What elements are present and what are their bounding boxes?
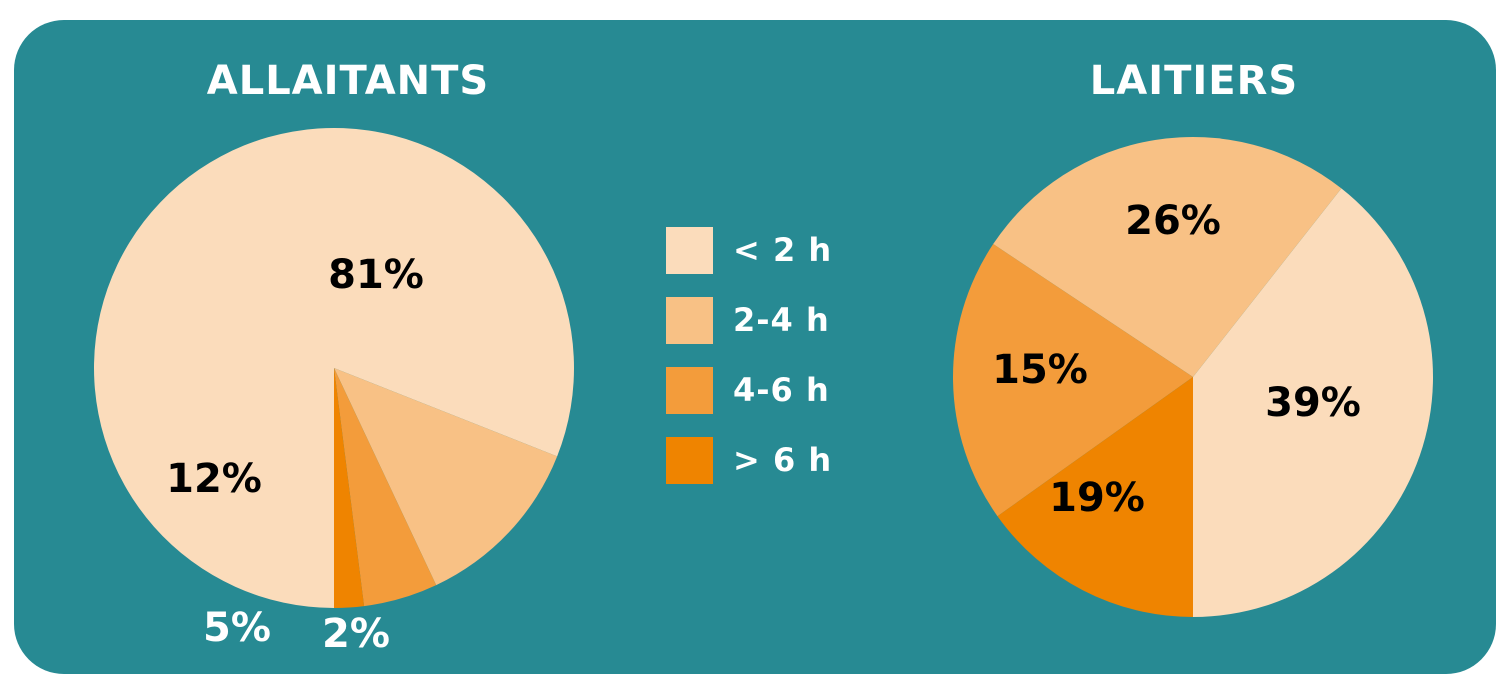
legend-item-4-6h: 4-6 h (666, 366, 832, 414)
pie-slice-laitiers-4-6h (953, 244, 1193, 517)
legend-label-less-2h: < 2 h (733, 231, 833, 269)
legend-swatch-2-4h (666, 296, 713, 344)
legend-item-more-6h: > 6 h (666, 436, 832, 484)
data-label-allaitants-2-4h: 12% (166, 456, 262, 502)
pie-slice-allaitants-less-2h (94, 128, 575, 609)
chart-title-laitiers: LAITIERS (1089, 58, 1299, 104)
legend-swatch-more-6h (666, 436, 713, 484)
pie-slice-laitiers-more-6h (997, 377, 1193, 617)
data-label-allaitants-4-6h: 5% (203, 605, 271, 651)
data-label-laitiers-more-6h: 15% (992, 347, 1088, 393)
legend: < 2 h 2-4 h 4-6 h > 6 h (666, 226, 832, 506)
data-label-laitiers-2-4h: 26% (1125, 198, 1221, 244)
pie-slice-laitiers-2-4h (993, 137, 1342, 377)
data-label-laitiers-4-6h: 19% (1049, 475, 1145, 521)
data-label-allaitants-less-2h: 81% (328, 252, 424, 298)
legend-item-2-4h: 2-4 h (666, 296, 832, 344)
pie-slice-laitiers-less-2h (1193, 188, 1434, 617)
legend-label-4-6h: 4-6 h (733, 371, 830, 409)
data-label-laitiers-less-2h: 39% (1265, 380, 1361, 426)
legend-label-more-6h: > 6 h (733, 441, 833, 479)
legend-swatch-4-6h (666, 366, 713, 414)
pie-slice-allaitants-4-6h (334, 368, 437, 607)
data-label-allaitants-more-6h: 2% (322, 611, 390, 657)
chart-title-allaitants: ALLAITANTS (206, 58, 490, 104)
legend-swatch-less-2h (666, 226, 713, 274)
legend-label-2-4h: 2-4 h (733, 301, 830, 339)
legend-item-less-2h: < 2 h (666, 226, 832, 274)
pie-slice-allaitants-2-4h (334, 368, 558, 586)
pie-slice-allaitants-more-6h (334, 368, 365, 608)
